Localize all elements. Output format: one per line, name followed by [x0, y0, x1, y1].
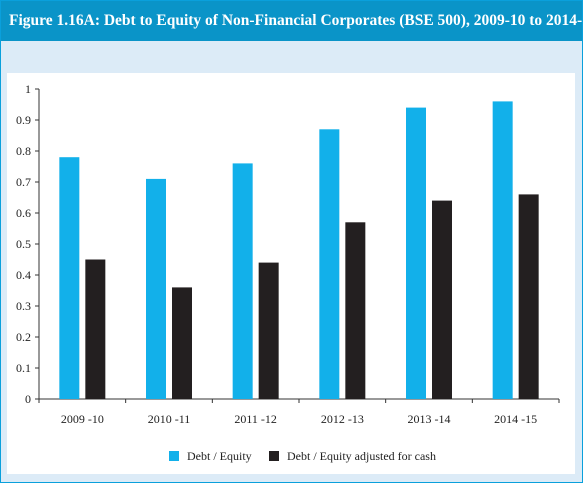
legend-label: Debt / Equity	[187, 449, 252, 463]
bar-debt-equity	[146, 178, 166, 399]
x-tick-label: 2012 -13	[321, 412, 364, 426]
x-tick-label: 2013 -14	[408, 412, 451, 426]
x-tick-label: 2009 -10	[61, 412, 104, 426]
y-tick-label: 0.5	[16, 237, 31, 251]
bar-debt-equity	[232, 163, 253, 399]
bar-debt-equity-adjusted	[85, 259, 106, 399]
y-tick-label: 0.2	[16, 330, 31, 344]
y-tick-label: 0.9	[16, 113, 31, 127]
y-tick-label: 1	[25, 82, 31, 96]
bar-debt-equity-adjusted	[258, 262, 279, 399]
y-tick-label: 0	[25, 392, 31, 406]
y-tick-label: 0.8	[16, 144, 31, 158]
legend-swatch	[169, 451, 179, 461]
x-tick-label: 2010 -11	[148, 412, 191, 426]
bar-debt-equity	[59, 157, 80, 399]
bar-debt-equity	[319, 129, 340, 400]
y-tick-label: 0.7	[16, 175, 31, 189]
legend-label: Debt / Equity adjusted for cash	[287, 449, 436, 463]
bar-debt-equity	[492, 101, 513, 400]
y-tick-label: 0.4	[16, 268, 31, 282]
x-tick-label: 2011 -12	[234, 412, 277, 426]
y-tick-label: 0.1	[16, 361, 31, 375]
bar-debt-equity-adjusted	[172, 287, 192, 399]
bar-debt-equity-adjusted	[345, 222, 366, 399]
chart-title: Figure 1.16A: Debt to Equity of Non-Fina…	[1, 1, 582, 41]
legend-swatch	[269, 451, 279, 461]
y-tick-label: 0.3	[16, 299, 31, 313]
bar-debt-equity	[406, 107, 426, 399]
x-tick-label: 2014 -15	[494, 412, 537, 426]
bar-debt-equity-adjusted	[518, 194, 539, 399]
y-tick-label: 0.6	[16, 206, 31, 220]
bar-debt-equity-adjusted	[432, 200, 452, 399]
